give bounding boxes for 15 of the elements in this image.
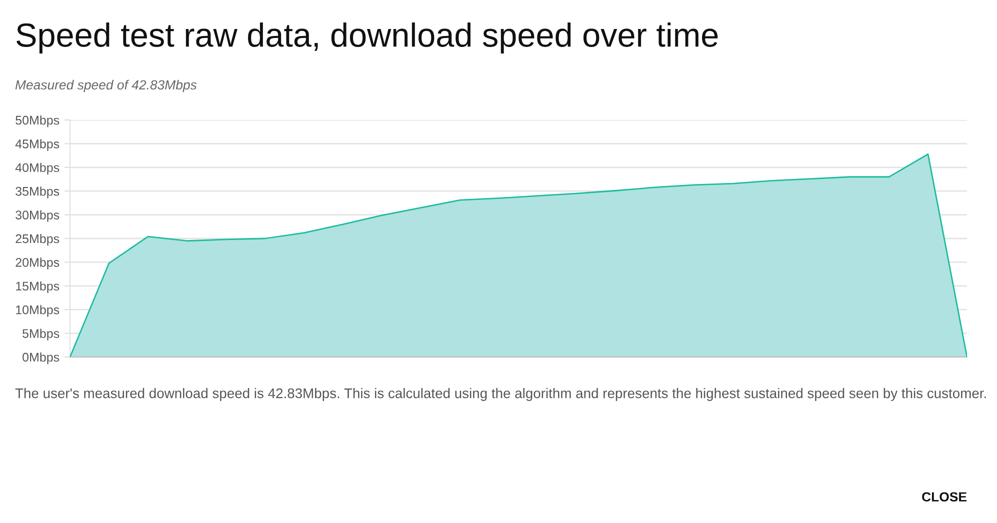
y-tick-label: 25Mbps [16, 234, 60, 246]
y-tick-label: 20Mbps [16, 258, 60, 270]
text: CLOSE [922, 492, 966, 502]
y-tick-label: 30Mbps [16, 210, 60, 222]
chart-title: Speed test raw data, download speed over time [16, 22, 718, 54]
text: The user's measured download speed is 42.83Mbps. This is calculated using the algorithm and represents the highest sustained speed seen by this customer. [15, 388, 986, 401]
chart-subtitle: Measured speed of 42.83Mbps [15, 80, 197, 92]
y-tick-label: 40Mbps [15, 162, 60, 175]
y-tick-label: 0Mbps [22, 352, 60, 364]
y-tick-label: 5Mbps [22, 328, 60, 340]
y-tick-label: 15Mbps [16, 281, 60, 294]
y-tick-label: 35Mbps [16, 186, 60, 198]
y-tick-label: 45Mbps [15, 139, 60, 151]
y-tick-label: 10Mbps [16, 305, 60, 317]
y-tick-label: 50Mbps [16, 115, 60, 128]
